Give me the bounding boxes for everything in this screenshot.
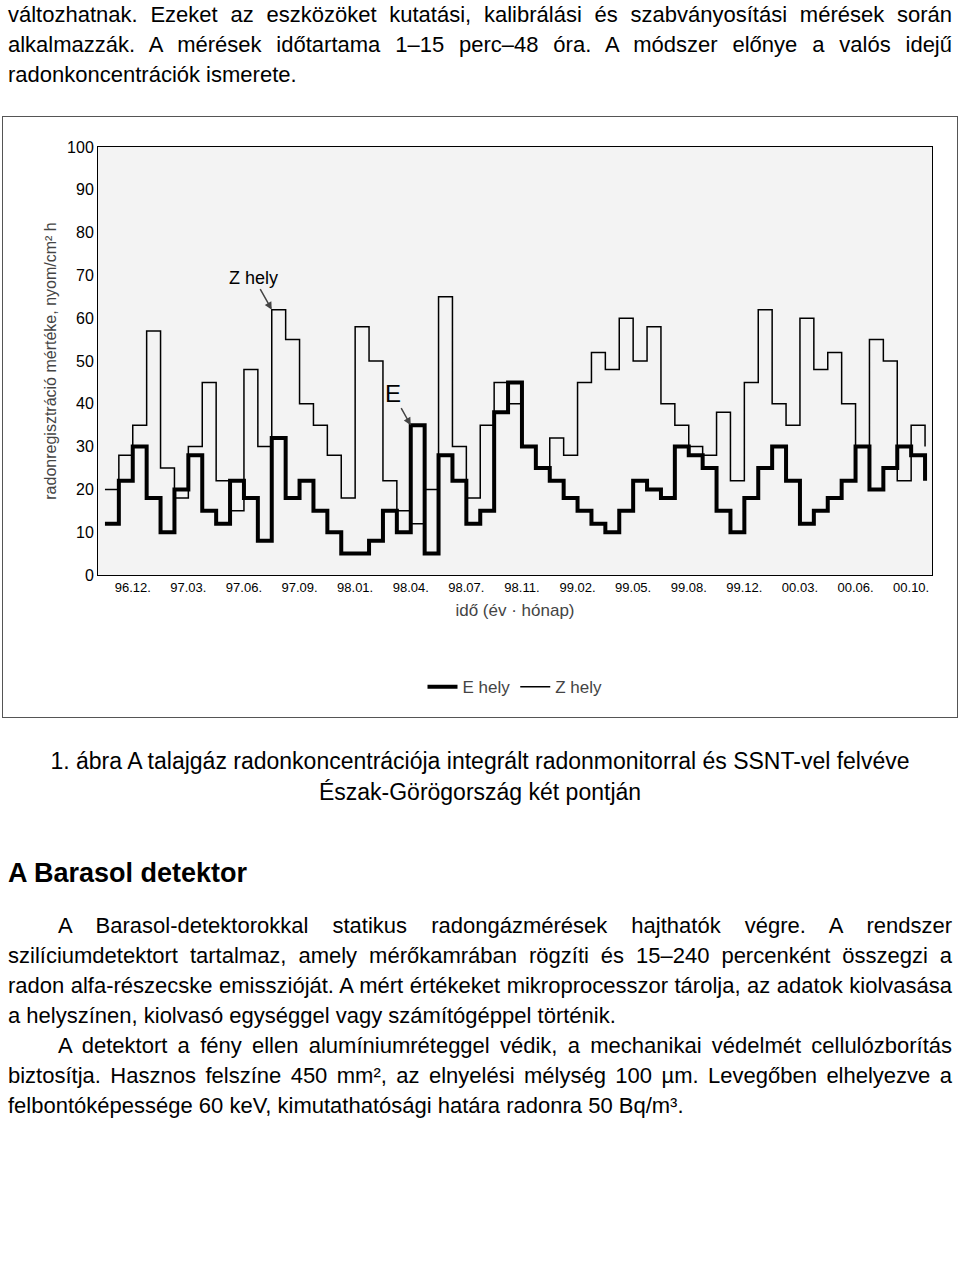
svg-text:97.06.: 97.06. [226, 580, 262, 595]
svg-text:90: 90 [76, 181, 94, 198]
svg-text:98.04.: 98.04. [393, 580, 429, 595]
svg-text:98.11.: 98.11. [504, 580, 539, 595]
svg-text:10: 10 [76, 524, 94, 541]
svg-text:Z hely: Z hely [229, 268, 278, 288]
svg-text:99.08.: 99.08. [671, 580, 707, 595]
svg-text:E: E [385, 380, 401, 407]
svg-text:50: 50 [76, 353, 94, 370]
svg-text:97.03.: 97.03. [170, 580, 206, 595]
html-text:változhatnak. Ezeket az eszköz: változhatnak. Ezeket az eszközöket kutat… [8, 2, 952, 87]
html-text:A detektort a fény ellen alumí: A detektort a fény ellen alumíniumrétegg… [8, 1033, 952, 1118]
svg-text:99.05.: 99.05. [615, 580, 651, 595]
svg-text:30: 30 [76, 438, 94, 455]
svg-text:80: 80 [76, 224, 94, 241]
svg-text:70: 70 [76, 267, 94, 284]
svg-text:60: 60 [76, 310, 94, 327]
svg-text:radonregisztráció mértéke, nyo: radonregisztráció mértéke, nyom/cm² h [42, 222, 59, 499]
html-text:1. ábra A talajgáz radonkoncen: 1. ábra A talajgáz radonkoncentrációja i… [50, 748, 910, 805]
html-text:A Barasol-detektorokkal statik: A Barasol-detektorokkal statikus radongá… [8, 913, 952, 1028]
svg-text:20: 20 [76, 481, 94, 498]
svg-text:Z hely: Z hely [555, 678, 602, 697]
svg-text:0: 0 [85, 567, 94, 584]
svg-text:00.06.: 00.06. [837, 580, 873, 595]
svg-text:00.03.: 00.03. [782, 580, 818, 595]
svg-text:97.09.: 97.09. [281, 580, 317, 595]
svg-text:98.07.: 98.07. [448, 580, 484, 595]
svg-text:98.01.: 98.01. [337, 580, 373, 595]
svg-text:100: 100 [67, 139, 94, 156]
svg-text:99.02.: 99.02. [559, 580, 595, 595]
svg-text:99.12.: 99.12. [726, 580, 762, 595]
html-text:A Barasol detektor: A Barasol detektor [8, 858, 248, 888]
svg-text:E hely: E hely [463, 678, 511, 697]
svg-text:00.10.: 00.10. [893, 580, 929, 595]
svg-text:40: 40 [76, 395, 94, 412]
svg-text:idő (év · hónap): idő (év · hónap) [455, 601, 574, 620]
svg-text:96.12.: 96.12. [115, 580, 151, 595]
